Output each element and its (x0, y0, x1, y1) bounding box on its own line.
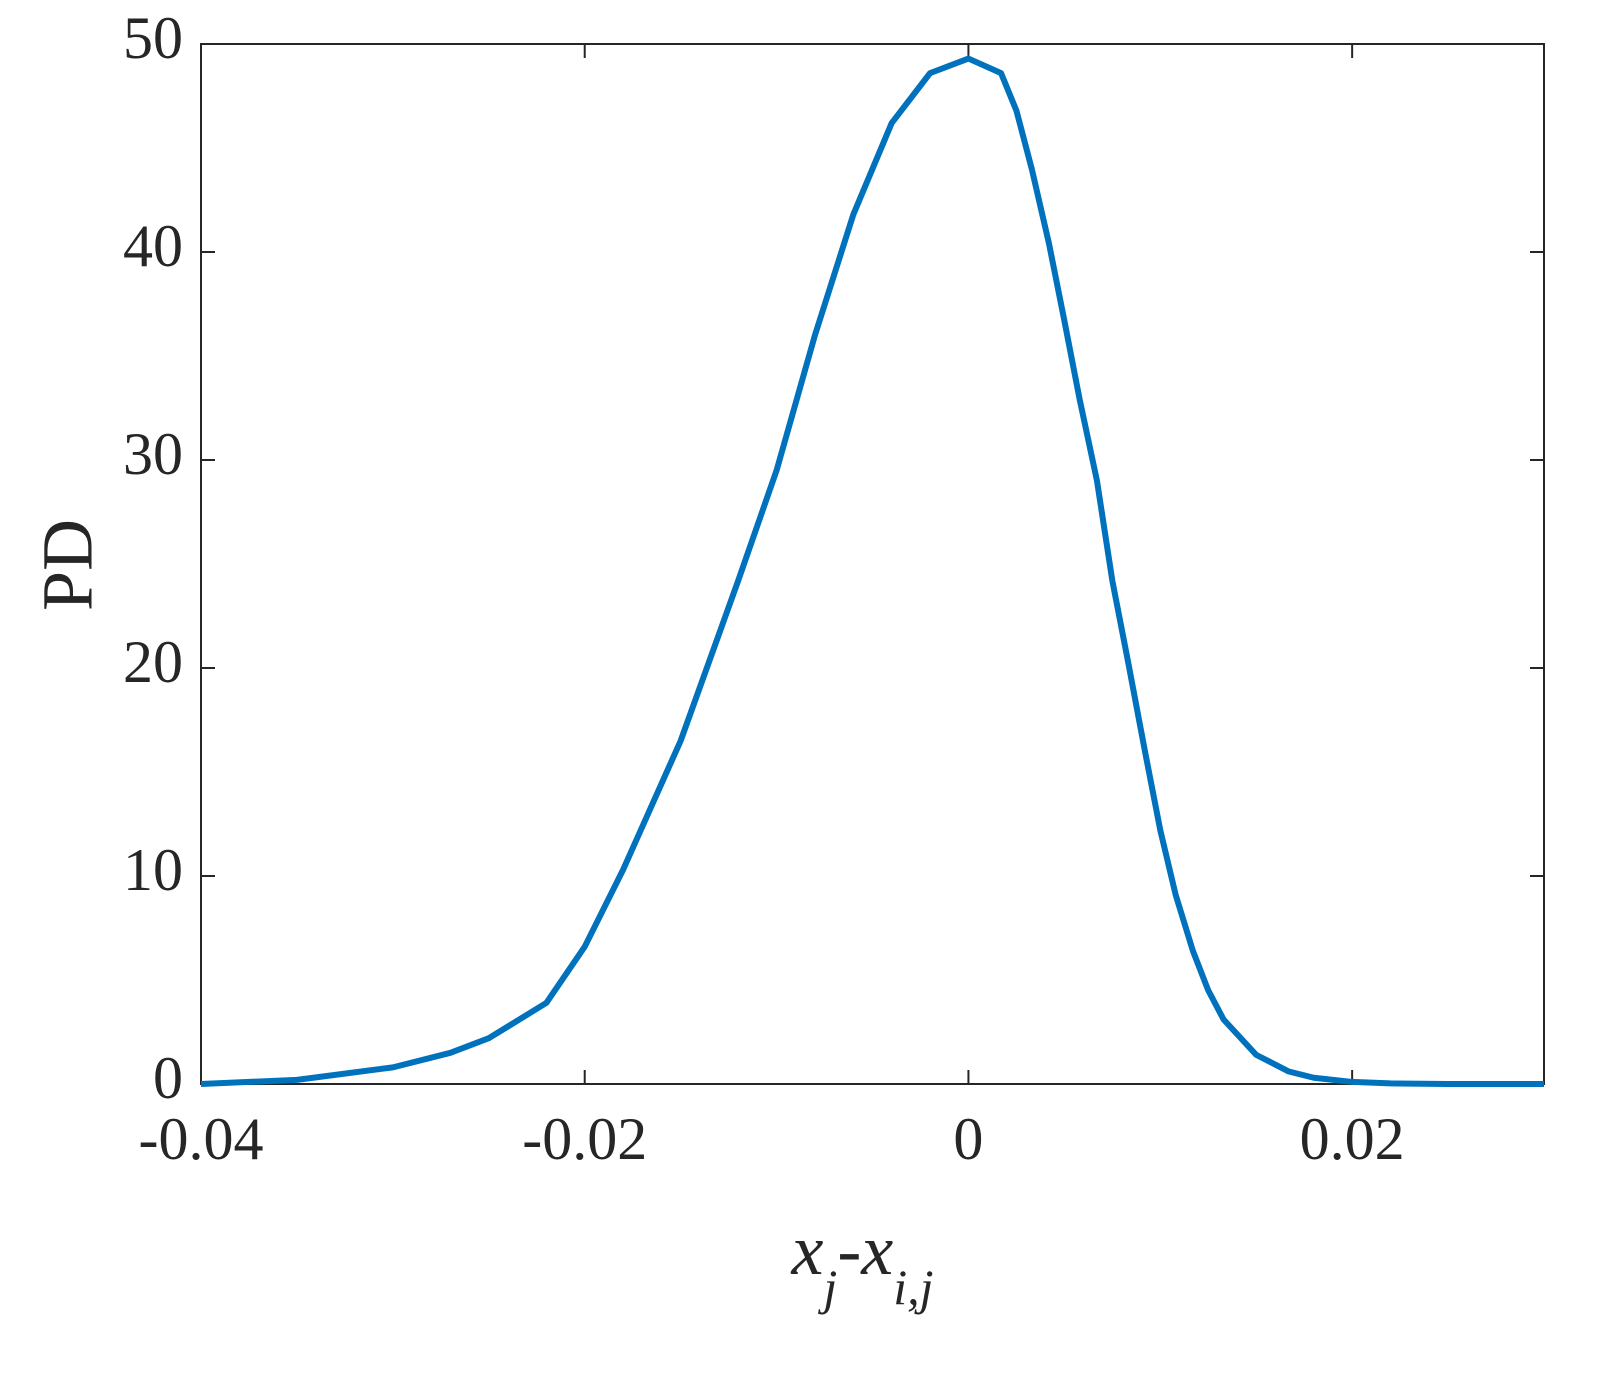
y-tick-label: 50 (123, 5, 183, 71)
x-tick-label: -0.04 (139, 1106, 264, 1172)
line-series (200, 55, 1544, 1087)
y-tick-label: 30 (123, 421, 183, 487)
x-axis-label-part: x (790, 1210, 823, 1290)
x-tick-label: 0 (953, 1106, 983, 1172)
x-tick-label: 0.02 (1300, 1106, 1405, 1172)
x-axis-label-subscript: i,j (893, 1259, 933, 1315)
y-tick-label: 0 (153, 1045, 183, 1111)
x-tick-label: -0.02 (522, 1106, 647, 1172)
x-axis-label-part: -x (837, 1210, 893, 1290)
y-tick-label: 20 (123, 629, 183, 695)
y-tick-label: 10 (123, 837, 183, 903)
plot-frame (200, 43, 1545, 1085)
x-axis-label: xj-xi,j (790, 1210, 933, 1315)
y-axis-label: PD (28, 519, 108, 611)
y-tick-label: 40 (123, 213, 183, 279)
